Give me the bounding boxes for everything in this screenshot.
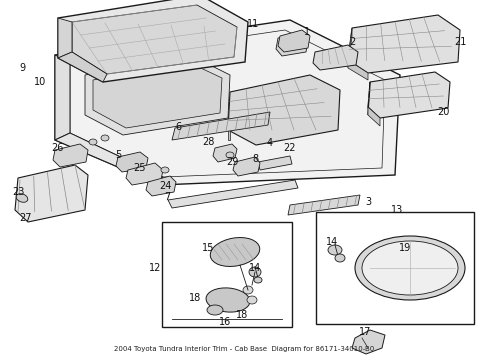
Polygon shape xyxy=(367,107,379,126)
Polygon shape xyxy=(227,130,229,140)
Ellipse shape xyxy=(334,254,345,262)
Polygon shape xyxy=(58,0,247,82)
Ellipse shape xyxy=(327,245,341,255)
Text: 2: 2 xyxy=(348,37,354,47)
Polygon shape xyxy=(55,20,399,185)
Text: 9: 9 xyxy=(19,63,25,73)
Ellipse shape xyxy=(248,267,261,277)
Polygon shape xyxy=(55,133,163,185)
Text: 18: 18 xyxy=(188,293,201,303)
Text: 12: 12 xyxy=(148,263,161,273)
Text: 15: 15 xyxy=(202,243,214,253)
Text: 1: 1 xyxy=(304,27,309,37)
Polygon shape xyxy=(275,33,307,56)
Text: 25: 25 xyxy=(134,163,146,173)
Polygon shape xyxy=(258,156,291,170)
Ellipse shape xyxy=(89,139,97,145)
Polygon shape xyxy=(93,62,222,128)
Ellipse shape xyxy=(243,286,252,294)
Ellipse shape xyxy=(16,194,28,202)
Ellipse shape xyxy=(225,152,234,158)
Text: 27: 27 xyxy=(19,213,31,223)
Ellipse shape xyxy=(101,135,109,141)
Polygon shape xyxy=(172,112,269,140)
Polygon shape xyxy=(72,5,237,74)
Text: 24: 24 xyxy=(159,181,171,191)
Ellipse shape xyxy=(354,236,464,300)
Bar xyxy=(162,222,291,327)
Text: 21: 21 xyxy=(453,37,465,47)
Text: 13: 13 xyxy=(390,205,402,215)
Ellipse shape xyxy=(210,238,259,266)
Polygon shape xyxy=(58,52,107,82)
Text: 2004 Toyota Tundra Interior Trim - Cab Base  Diagram for 86171-34010-B0: 2004 Toyota Tundra Interior Trim - Cab B… xyxy=(114,346,373,352)
Text: 26: 26 xyxy=(51,143,63,153)
Polygon shape xyxy=(351,330,384,354)
Text: 8: 8 xyxy=(251,154,258,164)
Text: 16: 16 xyxy=(219,317,231,327)
Polygon shape xyxy=(232,157,260,176)
Bar xyxy=(315,212,473,324)
Ellipse shape xyxy=(161,167,169,173)
Polygon shape xyxy=(347,60,367,80)
Polygon shape xyxy=(347,15,459,73)
Text: 7: 7 xyxy=(163,192,170,202)
Text: 18: 18 xyxy=(235,310,247,320)
Text: 19: 19 xyxy=(398,243,410,253)
Polygon shape xyxy=(85,55,229,135)
Polygon shape xyxy=(347,28,351,68)
Text: 29: 29 xyxy=(225,157,238,167)
Text: 20: 20 xyxy=(436,107,448,117)
Ellipse shape xyxy=(246,296,257,304)
Text: 23: 23 xyxy=(12,187,24,197)
Polygon shape xyxy=(168,180,297,208)
Polygon shape xyxy=(367,82,369,115)
Text: 3: 3 xyxy=(364,197,370,207)
Ellipse shape xyxy=(361,241,457,295)
Polygon shape xyxy=(58,18,72,58)
Polygon shape xyxy=(312,45,357,70)
Text: 11: 11 xyxy=(246,19,259,29)
Polygon shape xyxy=(146,176,176,196)
Polygon shape xyxy=(126,163,163,185)
Text: 6: 6 xyxy=(175,122,181,132)
Text: 10: 10 xyxy=(34,77,46,87)
Polygon shape xyxy=(15,165,88,222)
Polygon shape xyxy=(278,30,309,52)
Text: 28: 28 xyxy=(202,137,214,147)
Polygon shape xyxy=(227,75,339,145)
Polygon shape xyxy=(213,144,237,162)
Polygon shape xyxy=(116,152,148,172)
Polygon shape xyxy=(287,195,359,215)
Ellipse shape xyxy=(206,305,223,315)
Text: 4: 4 xyxy=(266,138,272,148)
Ellipse shape xyxy=(253,277,262,283)
Ellipse shape xyxy=(205,288,249,312)
Polygon shape xyxy=(55,55,70,140)
Text: 17: 17 xyxy=(358,327,370,337)
Text: 5: 5 xyxy=(115,150,121,160)
Text: 22: 22 xyxy=(283,143,296,153)
Text: 14: 14 xyxy=(325,237,337,247)
Polygon shape xyxy=(53,144,88,167)
Polygon shape xyxy=(367,72,449,118)
Text: 14: 14 xyxy=(248,263,261,273)
